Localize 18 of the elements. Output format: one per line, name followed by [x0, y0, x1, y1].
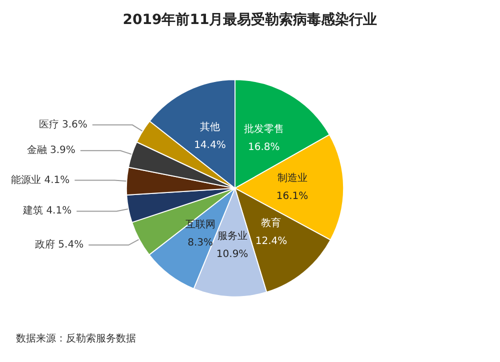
data-label: 8.3%: [188, 237, 214, 248]
slice-label: 制造业: [277, 172, 308, 184]
slice-label: 建筑 4.1%: [22, 204, 72, 217]
source-note: 数据来源：反勒索服务数据: [16, 332, 136, 344]
slice-label: 能源业 4.1%: [11, 174, 70, 186]
data-label: 16.8%: [248, 142, 280, 154]
slice-label: 政府 5.4%: [35, 238, 84, 251]
slice-label: 医疗 3.6%: [38, 118, 88, 130]
slice-label: 教育: [261, 217, 282, 230]
data-label: 10.9%: [216, 248, 248, 260]
data-label: 12.4%: [255, 236, 288, 248]
slice-label: 服务业: [217, 230, 248, 242]
data-label: 16.1%: [276, 191, 308, 202]
slice-label: 其他: [200, 121, 220, 134]
chart-title: 2019年前11月最易受勒索病毒感染行业: [122, 11, 378, 28]
data-label: 14.4%: [194, 140, 226, 152]
slice-label: 金融 3.9%: [26, 144, 76, 156]
slice-label: 批发零售: [244, 123, 284, 136]
